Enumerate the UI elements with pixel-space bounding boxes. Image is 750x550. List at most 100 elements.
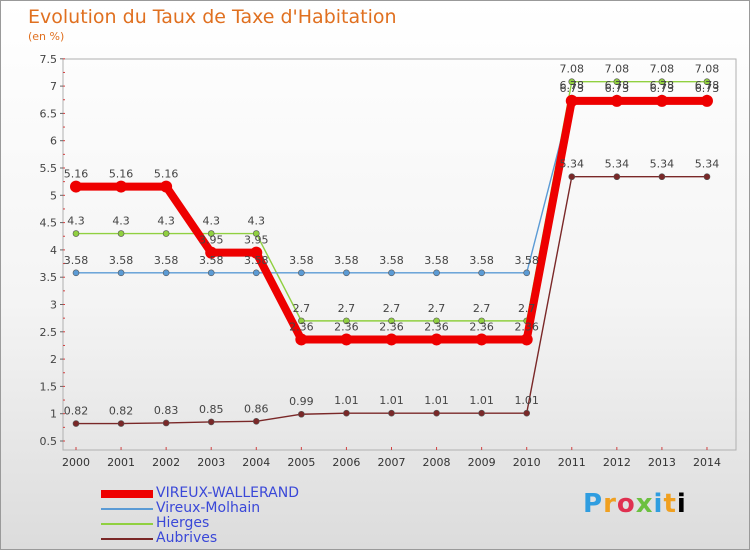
- data-point: [117, 420, 125, 427]
- chart-subtitle: (en %): [28, 30, 65, 43]
- data-label: 6.73: [560, 82, 585, 95]
- data-label: 0.83: [154, 404, 179, 417]
- data-label: 2.7: [473, 302, 491, 315]
- data-label: 1.01: [469, 394, 494, 407]
- data-label: 2.36: [469, 320, 494, 333]
- data-point: [117, 269, 125, 277]
- x-tick-label: 2004: [242, 456, 270, 469]
- data-label: 0.82: [109, 405, 134, 418]
- data-label: 3.58: [514, 254, 539, 267]
- data-label: 0.82: [64, 405, 89, 418]
- y-tick-label: 6.5: [40, 107, 58, 120]
- data-point: [388, 409, 395, 417]
- data-point: [162, 230, 170, 237]
- data-point: [655, 94, 668, 107]
- data-point: [298, 317, 305, 325]
- data-label: 6.78: [605, 79, 630, 92]
- x-tick-label: 2000: [62, 456, 90, 469]
- data-label: 3.58: [64, 254, 89, 267]
- data-point: [72, 230, 80, 237]
- series-line: [76, 81, 707, 322]
- data-point: [703, 173, 711, 181]
- y-tick-label: 2.5: [40, 326, 58, 339]
- data-point: [298, 410, 305, 418]
- data-label: 0.99: [289, 395, 314, 408]
- data-label: 2.36: [289, 320, 314, 333]
- data-point: [162, 269, 170, 277]
- data-point: [295, 333, 308, 346]
- y-tick-label: 4.5: [40, 217, 58, 230]
- data-point: [430, 333, 443, 346]
- data-label: 3.58: [154, 254, 179, 267]
- data-label: 3.95: [199, 234, 224, 247]
- data-point: [72, 269, 80, 277]
- data-point: [207, 269, 215, 277]
- y-tick-label: 3.5: [40, 271, 58, 284]
- data-label: 5.16: [64, 168, 89, 181]
- x-tick-label: 2009: [468, 456, 496, 469]
- data-label: 6.73: [650, 82, 675, 95]
- data-label: 6.73: [695, 82, 720, 95]
- data-point: [478, 317, 485, 325]
- x-tick-label: 2002: [152, 456, 180, 469]
- legend-label: Hierges: [156, 515, 210, 531]
- data-point: [252, 418, 260, 425]
- data-point: [340, 333, 353, 346]
- data-label: 0.86: [244, 402, 269, 415]
- data-point: [252, 230, 260, 237]
- x-tick-label: 2010: [513, 456, 541, 469]
- y-tick-label: 1.5: [40, 380, 58, 393]
- data-label: 2.36: [424, 320, 449, 333]
- data-label: 5.16: [154, 168, 179, 181]
- data-label: 3.58: [289, 254, 314, 267]
- y-tick-label: 5.5: [40, 162, 58, 175]
- data-point: [658, 173, 666, 181]
- data-point: [568, 173, 576, 181]
- data-point: [250, 246, 263, 259]
- chart-title: Evolution du Taux de Taxe d'Habitation: [28, 6, 397, 28]
- data-label: 6.73: [605, 82, 630, 95]
- data-label: 3.58: [469, 254, 494, 267]
- x-tick-label: 2001: [107, 456, 135, 469]
- data-point: [385, 333, 398, 346]
- data-label: 5.34: [605, 158, 630, 171]
- data-label: 6.78: [560, 79, 585, 92]
- data-label: 7.08: [560, 63, 585, 76]
- data-point: [115, 180, 128, 193]
- data-label: 4.3: [157, 215, 175, 228]
- x-tick-label: 2006: [332, 456, 360, 469]
- x-tick-label: 2012: [603, 456, 631, 469]
- data-point: [700, 94, 713, 107]
- data-label: 3.58: [424, 254, 449, 267]
- data-point: [568, 78, 576, 86]
- data-label: 2.7: [383, 302, 401, 315]
- data-label: 3.58: [334, 254, 359, 267]
- data-label: 4.3: [112, 215, 130, 228]
- data-label: 2.7: [428, 302, 446, 315]
- data-point: [343, 269, 350, 277]
- data-label: 2.7: [338, 302, 356, 315]
- data-label: 3.95: [244, 234, 269, 247]
- y-tick-label: 7: [50, 80, 57, 93]
- data-label: 3.58: [379, 254, 404, 267]
- x-tick-label: 2005: [287, 456, 315, 469]
- data-point: [160, 180, 173, 193]
- legend-swatch: [101, 507, 153, 510]
- data-label: 4.3: [202, 215, 220, 228]
- legend-item-vireux-molhain: Vireux-Molhain: [101, 501, 299, 516]
- data-label: 6.78: [695, 79, 720, 92]
- x-tick-label: 2013: [648, 456, 676, 469]
- data-point: [610, 94, 623, 107]
- data-label: 6.78: [650, 79, 675, 92]
- y-tick-label: 1: [50, 408, 57, 421]
- data-point: [298, 269, 305, 277]
- legend-label: Aubrives: [156, 530, 218, 546]
- data-point: [207, 230, 215, 237]
- data-label: 3.58: [109, 254, 134, 267]
- data-point: [520, 333, 533, 346]
- data-point: [207, 418, 215, 426]
- data-point: [252, 269, 260, 277]
- data-point: [433, 269, 440, 277]
- data-point: [433, 409, 440, 417]
